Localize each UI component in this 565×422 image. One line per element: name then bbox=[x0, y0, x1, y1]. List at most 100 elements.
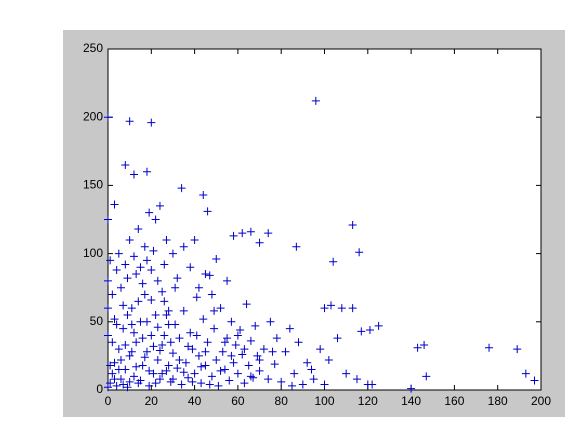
point bbox=[205, 380, 214, 389]
point bbox=[207, 372, 216, 381]
point bbox=[153, 355, 162, 364]
point bbox=[201, 361, 210, 370]
point bbox=[142, 347, 151, 356]
point bbox=[116, 283, 125, 292]
point bbox=[108, 290, 117, 299]
point bbox=[190, 235, 199, 244]
point bbox=[166, 338, 175, 347]
point bbox=[264, 375, 273, 384]
point bbox=[114, 249, 123, 258]
x-tick-label: 200 bbox=[531, 394, 551, 408]
point bbox=[290, 369, 299, 378]
point bbox=[106, 361, 115, 370]
point bbox=[251, 321, 260, 330]
point bbox=[184, 342, 193, 351]
point bbox=[285, 324, 294, 333]
point bbox=[192, 331, 201, 340]
point bbox=[142, 167, 151, 176]
x-tick-label: 20 bbox=[145, 394, 159, 408]
x-tick-label: 180 bbox=[488, 394, 508, 408]
point bbox=[236, 325, 245, 334]
point bbox=[104, 304, 112, 313]
point bbox=[171, 283, 180, 292]
point bbox=[114, 345, 123, 354]
point bbox=[216, 366, 225, 375]
point bbox=[138, 279, 147, 288]
point bbox=[407, 384, 416, 393]
point bbox=[179, 306, 188, 315]
point bbox=[352, 375, 361, 384]
point bbox=[220, 338, 229, 347]
point bbox=[188, 345, 197, 354]
point bbox=[158, 369, 167, 378]
point bbox=[238, 229, 247, 238]
point bbox=[136, 263, 145, 272]
point bbox=[134, 225, 143, 234]
point bbox=[108, 369, 117, 378]
point bbox=[110, 315, 119, 324]
point bbox=[108, 338, 117, 347]
point bbox=[149, 246, 158, 255]
point bbox=[333, 334, 342, 343]
point bbox=[140, 242, 149, 251]
x-tick-label: 160 bbox=[444, 394, 464, 408]
point bbox=[129, 252, 138, 261]
point bbox=[127, 304, 136, 313]
point bbox=[140, 290, 149, 299]
point bbox=[151, 379, 160, 388]
point bbox=[246, 227, 255, 236]
point bbox=[294, 338, 303, 347]
point bbox=[175, 355, 184, 364]
axes-box bbox=[107, 48, 542, 391]
x-tick-label: 120 bbox=[358, 394, 378, 408]
point bbox=[106, 379, 115, 388]
point bbox=[138, 361, 147, 370]
point bbox=[123, 310, 132, 319]
point bbox=[365, 325, 374, 334]
point bbox=[288, 381, 297, 390]
x-tick-label: 40 bbox=[188, 394, 202, 408]
point bbox=[210, 306, 219, 315]
point bbox=[110, 200, 119, 209]
point bbox=[238, 350, 247, 359]
point bbox=[298, 380, 307, 389]
point bbox=[145, 381, 154, 390]
point bbox=[112, 381, 121, 390]
x-tick-label: 80 bbox=[275, 394, 289, 408]
point bbox=[153, 323, 162, 332]
point bbox=[188, 377, 197, 386]
point bbox=[530, 376, 539, 385]
point bbox=[129, 170, 138, 179]
point bbox=[184, 373, 193, 382]
point bbox=[186, 263, 195, 272]
point bbox=[147, 331, 156, 340]
point bbox=[145, 366, 154, 375]
point bbox=[181, 358, 190, 367]
point bbox=[121, 260, 130, 269]
point bbox=[255, 238, 264, 247]
point bbox=[129, 328, 138, 337]
point bbox=[125, 351, 134, 360]
point bbox=[132, 338, 141, 347]
point bbox=[123, 274, 132, 283]
point bbox=[422, 372, 431, 381]
point bbox=[227, 317, 236, 326]
point bbox=[521, 369, 530, 378]
point bbox=[242, 300, 251, 309]
point bbox=[155, 346, 164, 355]
point bbox=[342, 369, 351, 378]
point bbox=[104, 113, 112, 122]
point bbox=[145, 208, 154, 217]
point bbox=[140, 353, 149, 362]
point bbox=[303, 358, 312, 367]
point bbox=[158, 340, 167, 349]
point bbox=[138, 334, 147, 343]
point bbox=[201, 347, 210, 356]
y-tick-label: 100 bbox=[83, 246, 103, 260]
point bbox=[292, 242, 301, 251]
point bbox=[119, 380, 128, 389]
point bbox=[227, 351, 236, 360]
point bbox=[231, 340, 240, 349]
point bbox=[192, 293, 201, 302]
y-tick-label: 150 bbox=[83, 178, 103, 192]
